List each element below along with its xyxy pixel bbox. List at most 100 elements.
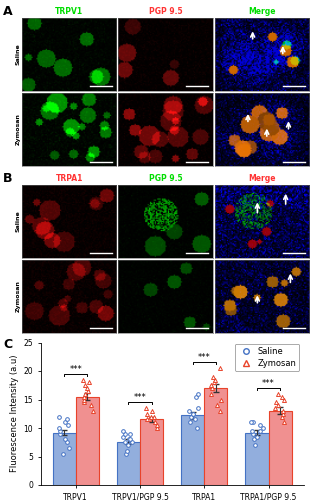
Point [210, 384, 215, 392]
Text: Saline: Saline [15, 44, 20, 65]
Point [155, 421, 160, 429]
Text: A: A [3, 5, 13, 18]
Point [188, 412, 193, 420]
Point [211, 378, 216, 386]
Point [280, 412, 285, 420]
Point [187, 407, 192, 415]
Point [260, 424, 265, 432]
Point [195, 424, 200, 432]
Point [279, 392, 284, 400]
Point [214, 401, 219, 409]
Point [67, 444, 72, 452]
Bar [76, 396, 99, 485]
Point [58, 430, 63, 438]
Point [280, 410, 285, 418]
Point [90, 407, 95, 415]
Point [86, 378, 91, 386]
Point [64, 438, 69, 446]
Point [148, 412, 153, 420]
Point [147, 416, 152, 424]
Point [211, 372, 216, 380]
Text: C: C [3, 338, 12, 350]
Point [63, 418, 68, 426]
Point [282, 396, 287, 404]
Bar [140, 420, 163, 485]
Point [281, 418, 286, 426]
Bar [204, 388, 228, 485]
Point [127, 430, 132, 438]
Point [151, 412, 156, 420]
Point [121, 427, 126, 435]
Text: TRPV1: TRPV1 [55, 6, 84, 16]
Point [273, 404, 278, 412]
Point [66, 421, 71, 429]
Point [192, 416, 197, 424]
Point [122, 430, 127, 438]
Point [129, 438, 134, 446]
Text: B: B [3, 172, 13, 186]
Text: Zymosan: Zymosan [15, 114, 20, 146]
Point [252, 436, 257, 444]
Point [208, 381, 213, 389]
Point [89, 401, 94, 409]
Point [249, 418, 254, 426]
Text: ***: *** [69, 364, 82, 374]
Point [281, 407, 286, 415]
Point [258, 427, 263, 435]
Bar [53, 432, 76, 485]
Point [218, 396, 223, 404]
Point [273, 398, 278, 406]
Text: Merge: Merge [249, 6, 276, 16]
Point [276, 390, 281, 398]
Point [64, 416, 69, 424]
Point [81, 396, 86, 404]
Legend: Saline, Zymosan: Saline, Zymosan [235, 344, 300, 371]
Point [154, 424, 159, 432]
Bar [269, 411, 292, 485]
Text: TRPA1: TRPA1 [56, 174, 83, 183]
Point [58, 427, 63, 435]
Text: PGP 9.5: PGP 9.5 [149, 174, 183, 183]
Text: ***: *** [198, 353, 211, 362]
Point [144, 416, 149, 424]
Point [196, 404, 201, 412]
Point [56, 412, 61, 420]
Point [85, 387, 90, 395]
Point [276, 401, 281, 409]
Point [255, 432, 260, 440]
Text: PGP 9.5: PGP 9.5 [149, 6, 183, 16]
Point [144, 404, 149, 412]
Point [258, 421, 263, 429]
Point [187, 418, 192, 426]
Point [191, 410, 196, 418]
Text: Merge: Merge [249, 174, 276, 183]
Point [190, 410, 195, 418]
Point [60, 450, 65, 458]
Point [121, 432, 126, 440]
Y-axis label: Fluorescence Intensity (a.u): Fluorescence Intensity (a.u) [10, 355, 19, 472]
Bar [117, 442, 140, 485]
Bar [245, 432, 269, 485]
Point [153, 418, 158, 426]
Point [249, 427, 254, 435]
Point [126, 436, 131, 444]
Point [195, 390, 200, 398]
Point [212, 376, 217, 384]
Point [83, 390, 88, 398]
Point [124, 450, 129, 458]
Point [82, 381, 87, 389]
Text: Saline: Saline [15, 210, 20, 232]
Text: ***: *** [134, 393, 146, 402]
Text: ***: *** [262, 379, 275, 388]
Point [84, 384, 89, 392]
Point [127, 436, 132, 444]
Point [251, 418, 256, 426]
Point [126, 441, 131, 449]
Bar [181, 416, 204, 485]
Point [217, 364, 222, 372]
Point [253, 441, 258, 449]
Point [250, 430, 255, 438]
Point [122, 438, 127, 446]
Text: Zymosan: Zymosan [15, 280, 20, 312]
Point [81, 376, 86, 384]
